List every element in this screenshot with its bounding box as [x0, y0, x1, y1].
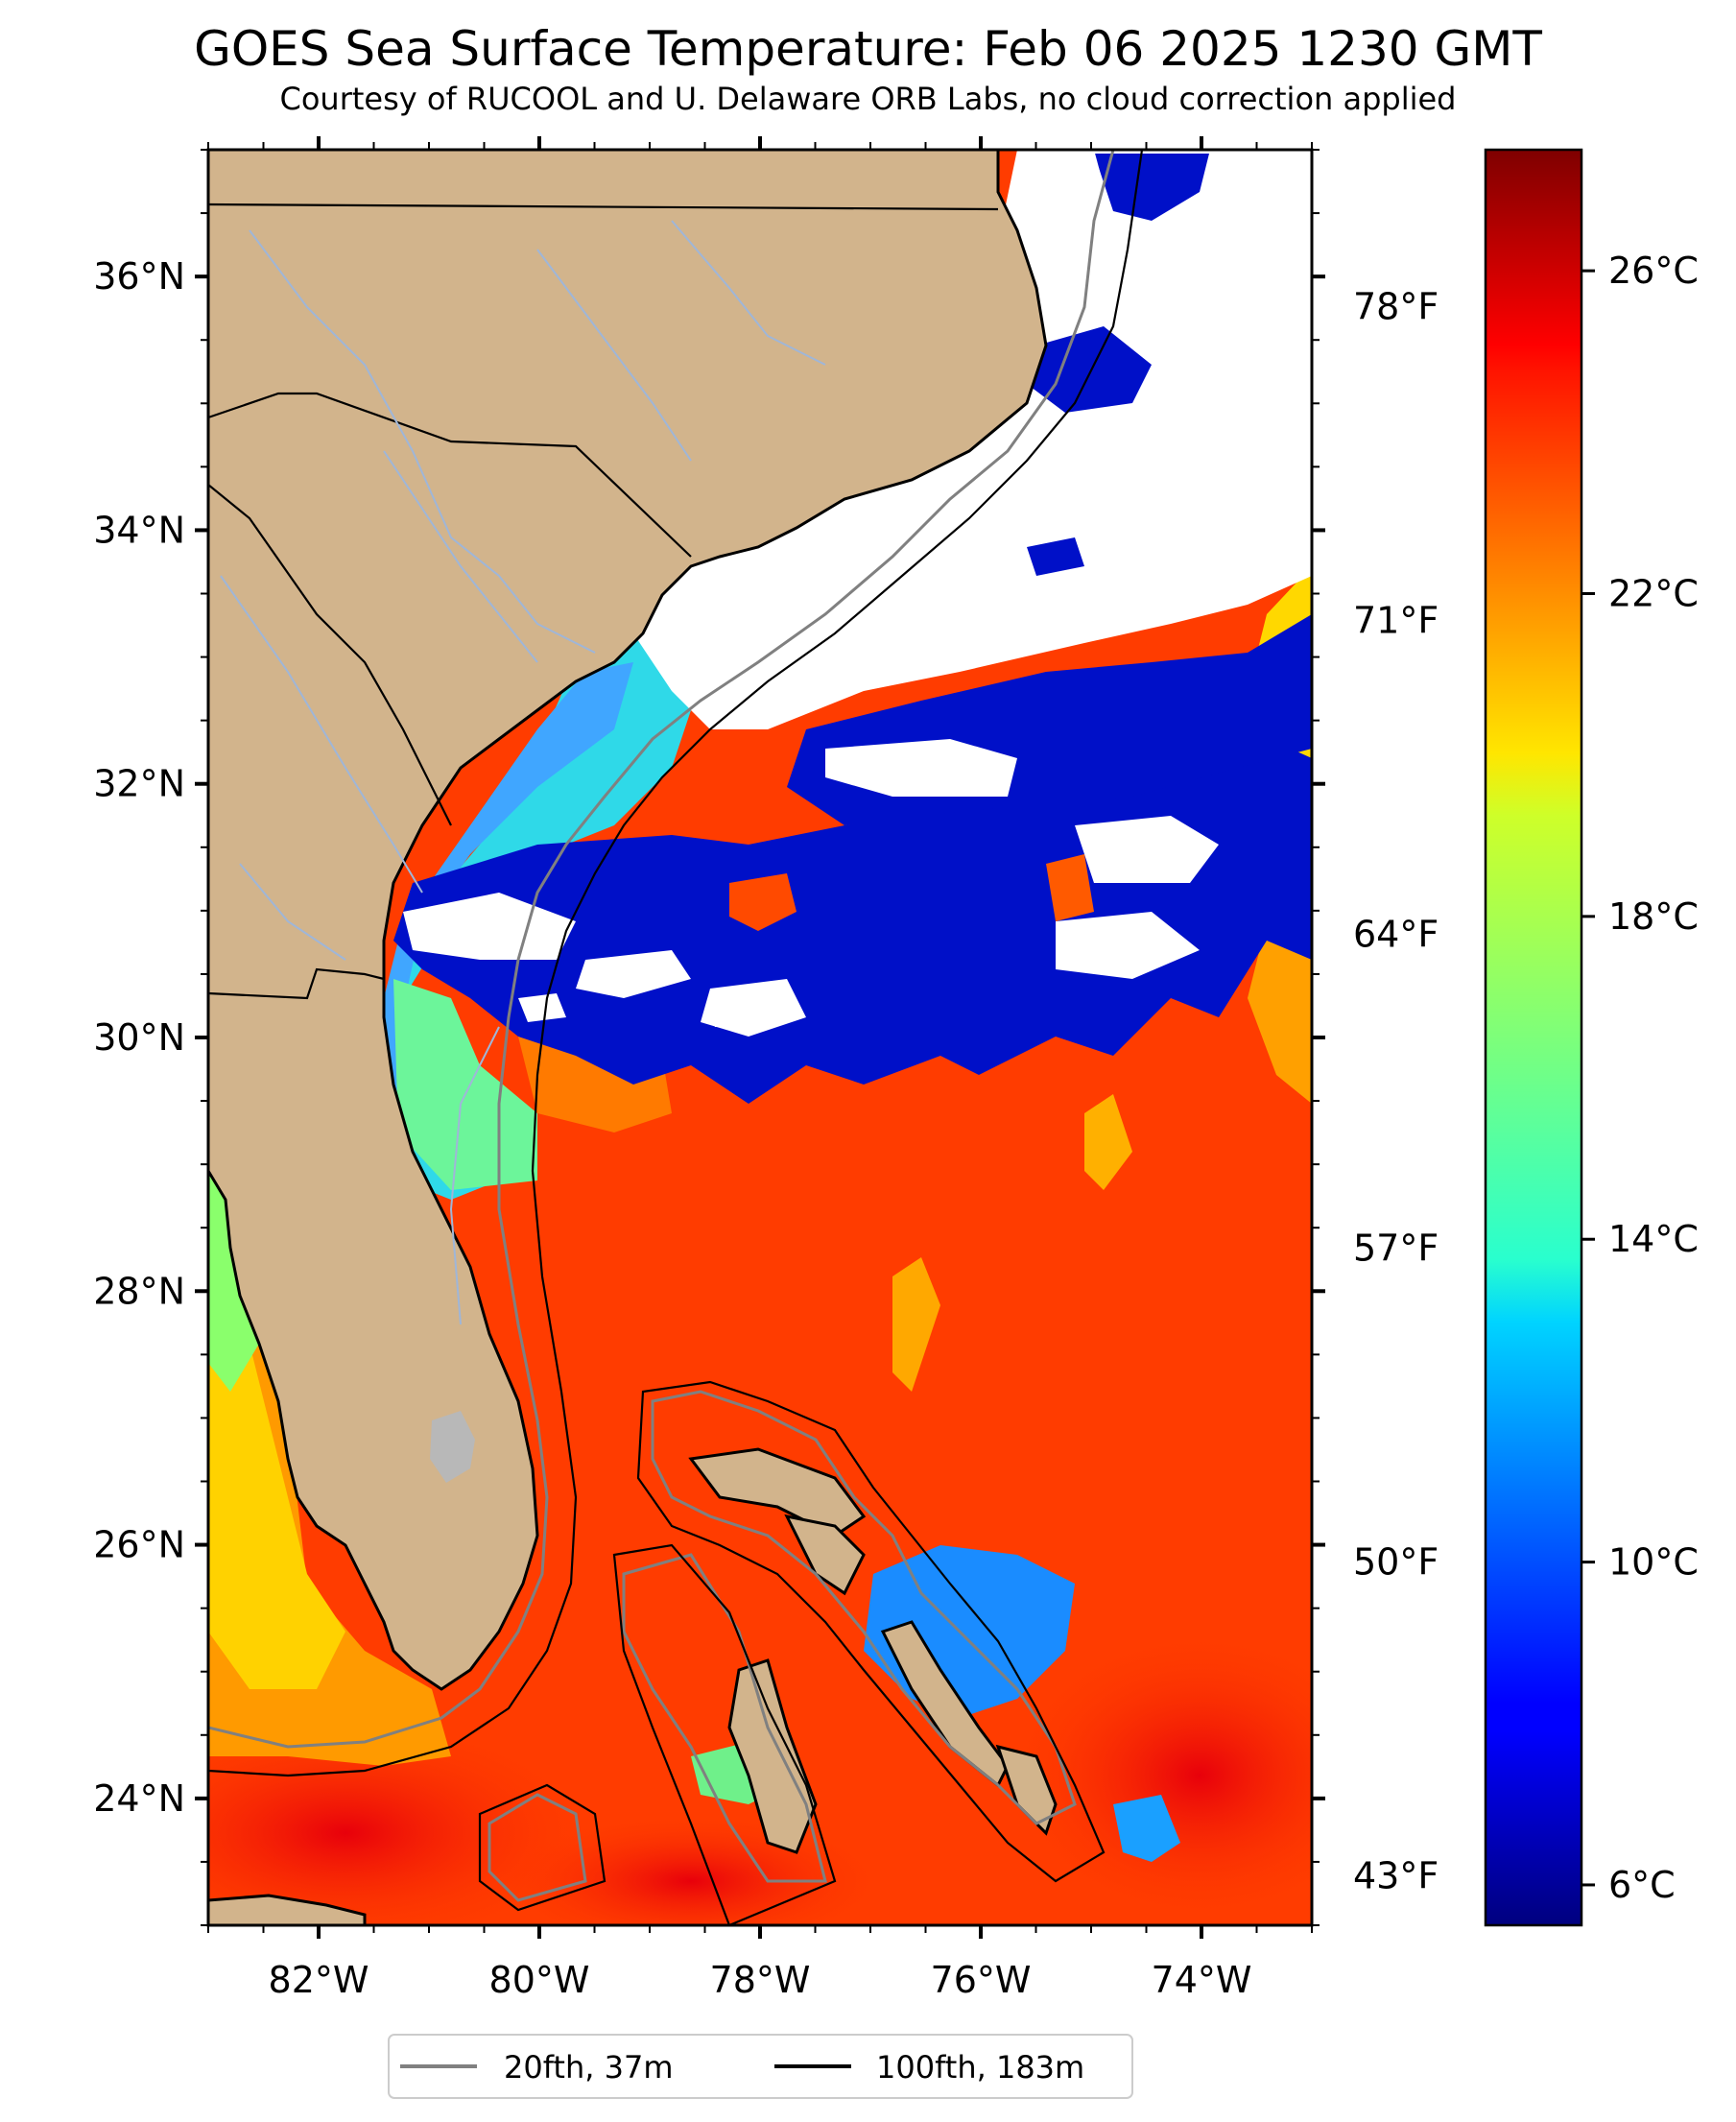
lon-tick-label: 80°W — [489, 1959, 590, 2001]
colorbar-tick-label: 14°C — [1608, 1218, 1699, 1260]
cloud-edge-dark-blue — [393, 729, 1312, 1104]
map-subtitle: Courtesy of RUCOOL and U. Delaware ORB L… — [279, 81, 1457, 117]
warm-core-southeast — [1008, 1632, 1312, 1919]
legend-label-20fth: 20fth, 37m — [504, 2049, 673, 2086]
gulf-yellow-water — [208, 1286, 345, 1689]
colorbar-ticks: 26°C 22°C 18°C 14°C 10°C 6°C — [1581, 250, 1699, 1906]
colorbar-tick-label: 18°C — [1608, 895, 1699, 938]
map-title: GOES Sea Surface Temperature: Feb 06 202… — [194, 21, 1542, 77]
lat-tick-label: 36°N — [93, 255, 185, 298]
cloud-white-band-6 — [576, 950, 691, 998]
island-exumas — [995, 1744, 1058, 1836]
cloud-white-band-2 — [825, 739, 1017, 797]
shelf-cold-water — [384, 624, 691, 1200]
lat-axis-left: 24°N 26°N 28°N 30°N 32°N 34°N 36°N — [93, 255, 208, 1820]
cyan-streak-central — [1084, 1094, 1132, 1190]
cloud-white-band-4 — [1056, 912, 1200, 979]
legend: 20fth, 37m 100fth, 183m — [388, 2034, 1133, 2099]
island-grand-bahama — [688, 1447, 867, 1538]
fahrenheit-label: 50°F — [1353, 1541, 1439, 1584]
cloud-white-band-8 — [1027, 326, 1152, 413]
lon-tick-label: 78°W — [710, 1959, 811, 2001]
fahrenheit-axis: 78°F 71°F 64°F 57°F 50°F 43°F — [1353, 286, 1439, 1897]
colorbar-tick-label: 22°C — [1608, 573, 1699, 615]
lat-tick-label: 32°N — [93, 763, 185, 805]
fahrenheit-label: 64°F — [1353, 914, 1439, 956]
warm-core-southwest — [208, 1718, 595, 1925]
island-abaco — [784, 1514, 866, 1596]
bahamas-cold-patch-2 — [1113, 1795, 1180, 1862]
fahrenheit-label: 57°F — [1353, 1228, 1439, 1270]
shelf-green-water — [393, 979, 537, 1190]
lat-tick-label: 26°N — [93, 1524, 185, 1566]
colorbar: 26°C 22°C 18°C 14°C 10°C 6°C — [1484, 148, 1699, 1927]
cloud-red-patch-2 — [1046, 854, 1094, 921]
colorbar-tick-label: 10°C — [1608, 1541, 1699, 1584]
legend-label-100fth: 100fth, 183m — [876, 2049, 1084, 2086]
fahrenheit-label: 78°F — [1353, 286, 1439, 328]
cloud-white-south-fringe — [710, 1003, 768, 1027]
map-panel — [208, 150, 1312, 1925]
cloud-dark-patch-ne — [1094, 154, 1209, 221]
lon-tick-label: 82°W — [269, 1959, 369, 2001]
gulf-shelf-green — [208, 1171, 259, 1392]
fahrenheit-label: 43°F — [1353, 1855, 1439, 1897]
colorbar-tick-label: 26°C — [1608, 250, 1699, 292]
lat-tick-label: 24°N — [93, 1777, 185, 1820]
lat-tick-label: 28°N — [93, 1270, 185, 1312]
land-mainland — [208, 150, 1048, 1691]
lon-tick-label: 74°W — [1152, 1959, 1252, 2001]
lat-tick-label: 30°N — [93, 1016, 185, 1059]
colorbar-tick-label: 6°C — [1608, 1864, 1676, 1906]
lon-axis-bottom: 82°W 80°W 78°W 76°W 74°W — [269, 1925, 1252, 2001]
legend-box — [388, 2034, 1133, 2099]
rivers — [220, 220, 826, 1325]
fahrenheit-label: 71°F — [1353, 600, 1439, 642]
cloud-dark-patch-mid — [1027, 537, 1084, 576]
lat-tick-label: 34°N — [93, 509, 185, 551]
cyan-eddy-central — [892, 1257, 940, 1392]
island-andros — [727, 1658, 818, 1854]
cloud-dark-patch-ne-white — [1017, 150, 1161, 259]
island-cuba-edge — [208, 1894, 367, 1925]
cloud-white-band-3 — [1075, 816, 1219, 883]
state-borders — [208, 203, 999, 1000]
colorbar-gradient — [1484, 148, 1583, 1927]
cloud-white-band-7 — [518, 993, 566, 1022]
contour-100fth — [208, 150, 1144, 1925]
cloud-red-patch — [729, 873, 797, 931]
lon-tick-label: 76°W — [931, 1959, 1032, 2001]
lake-okeechobee — [430, 1411, 475, 1483]
minor-ticks — [201, 142, 1320, 1933]
